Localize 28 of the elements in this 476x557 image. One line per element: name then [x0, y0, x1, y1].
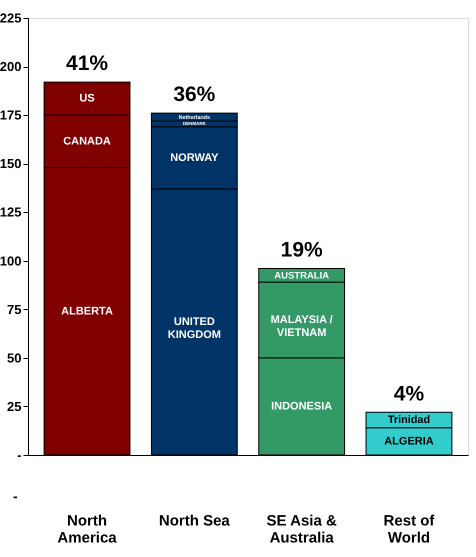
y-tick-label: 100: [0, 253, 22, 268]
y-tick-label: 200: [0, 59, 22, 74]
y-tick-label: 150: [0, 156, 22, 172]
annotation: 36%: [173, 83, 216, 106]
data-label: UNITED KINGDOM: [168, 316, 221, 341]
annotation: 41%: [66, 52, 108, 76]
y-tick-label: -: [17, 448, 22, 462]
x-tick-label: Rest of World: [384, 512, 436, 546]
data-label: CANADA: [63, 135, 111, 148]
y-tick-label: 125: [0, 204, 22, 220]
data-label: MALAYSIA / VIETNAM: [270, 314, 333, 340]
data-label: ALGERIA: [384, 435, 434, 448]
y-tick-label: 225: [0, 10, 22, 26]
x-tick-label: North Sea: [158, 512, 230, 530]
x-tick-label: SE Asia & Australia: [266, 512, 337, 546]
x-tick-label: North America: [57, 512, 118, 546]
data-label: Trinidad: [388, 414, 430, 426]
annotation: 4%: [394, 382, 424, 406]
annotation: 19%: [280, 238, 323, 262]
y-tick-label: 75: [7, 302, 22, 317]
y-tick-label: 175: [0, 108, 22, 123]
y-tick-label: 25: [7, 398, 22, 414]
data-label: ALBERTA: [61, 305, 113, 318]
data-label: AUSTRALIA: [274, 270, 330, 282]
data-label: NORWAY: [170, 152, 220, 164]
data-label: INDONESIA: [271, 400, 332, 412]
data-label: US: [79, 92, 95, 105]
y-tick-label: 50: [7, 350, 22, 366]
